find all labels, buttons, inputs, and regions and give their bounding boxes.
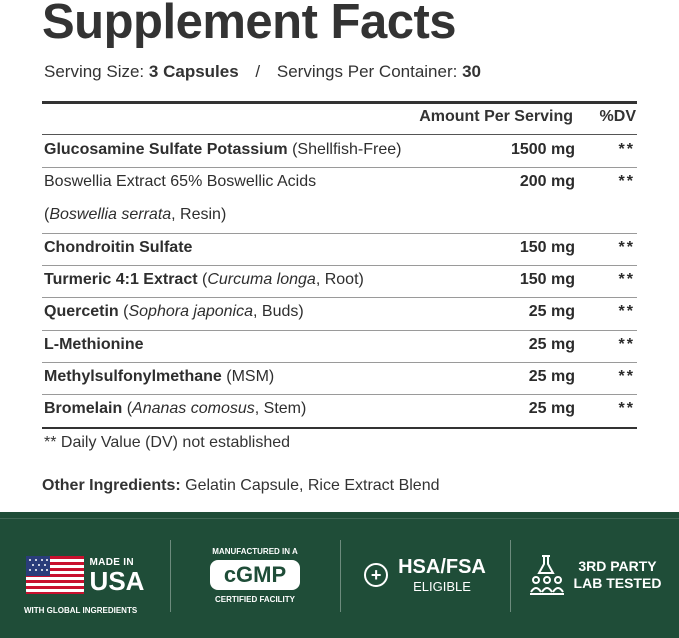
ingredient-amount: 150 mg xyxy=(519,271,575,288)
cgmp-badge: MANUFACTURED IN A cGMP CERTIFIED FACILIT… xyxy=(170,512,340,638)
ingredient-amount: 25 mg xyxy=(528,303,575,320)
row-divider xyxy=(42,297,637,298)
made-in-usa-badge: MADE IN USA WITH GLOBAL INGREDIENTS xyxy=(0,512,170,638)
ingredient-name: Methylsulfonylmethane (MSM) xyxy=(44,368,275,385)
ingredient-name: L-Methionine xyxy=(44,336,144,353)
row-divider xyxy=(42,362,637,363)
table-row: Quercetin (Sophora japonica, Buds) 25 mg… xyxy=(42,298,637,331)
servings-per-container-value: 30 xyxy=(462,62,482,81)
ingredient-dv: ** xyxy=(618,271,635,288)
dv-footnote: ** Daily Value (DV) not established xyxy=(44,434,291,451)
ingredient-amount: 25 mg xyxy=(528,336,575,353)
supplement-facts-panel: Supplement Facts Serving Size: 3 Capsule… xyxy=(42,0,637,494)
ingredient-amount: 150 mg xyxy=(519,239,575,256)
ingredient-dv: ** xyxy=(618,336,635,353)
badge-band xyxy=(0,512,679,638)
ingredient-name: Bromelain (Ananas comosus, Stem) xyxy=(44,400,307,417)
bottom-rule xyxy=(42,427,637,429)
table-row: Turmeric 4:1 Extract (Curcuma longa, Roo… xyxy=(42,266,637,298)
ingredient-dv: ** xyxy=(618,141,635,158)
ingredient-name: Quercetin (Sophora japonica, Buds) xyxy=(44,303,304,320)
badge-band-line xyxy=(0,518,679,519)
row-divider xyxy=(42,233,637,234)
badge-divider xyxy=(510,540,511,612)
made-in-label: MADE IN xyxy=(89,556,134,568)
header-dv: %DV xyxy=(599,108,636,125)
other-ingredients: Other Ingredients: Gelatin Capsule, Rice… xyxy=(42,477,440,494)
ingredient-dv: ** xyxy=(618,368,635,385)
ingredient-dv: ** xyxy=(618,303,635,320)
lab-tested-label: LAB TESTED xyxy=(573,575,662,591)
row-divider xyxy=(42,167,637,168)
serving-info: Serving Size: 3 Capsules / Servings Per … xyxy=(44,62,481,82)
hsa-fsa-text: HSA/FSA ELIGIBLE xyxy=(398,556,486,594)
ingredient-amount: 200 mg xyxy=(519,173,575,190)
cgmp-mark: cGMP xyxy=(209,559,301,590)
table-row: Boswellia Extract 65% Boswellic Acids (B… xyxy=(42,168,637,234)
ingredient-name: Chondroitin Sulfate xyxy=(44,239,193,256)
row-divider xyxy=(42,330,637,331)
badge-divider xyxy=(340,540,341,612)
row-divider xyxy=(42,394,637,395)
table-row: Chondroitin Sulfate 150 mg ** xyxy=(42,234,637,266)
serving-separator: / xyxy=(255,62,261,81)
ingredient-amount: 25 mg xyxy=(528,368,575,385)
ingredient-detail: (Boswellia serrata, Resin) xyxy=(44,206,227,223)
hsa-fsa-label: HSA/FSA xyxy=(398,556,486,578)
ingredient-dv: ** xyxy=(618,400,635,417)
plus-circle-icon: + xyxy=(364,563,389,587)
lab-team-icon xyxy=(529,555,564,595)
table-row: Methylsulfonylmethane (MSM) 25 mg ** xyxy=(42,363,637,395)
table-row: Bromelain (Ananas comosus, Stem) 25 mg *… xyxy=(42,395,637,427)
page-title: Supplement Facts xyxy=(42,0,457,49)
ingredient-amount: 1500 mg xyxy=(510,141,575,158)
header-amount-per-serving: Amount Per Serving xyxy=(419,108,573,125)
usa-label: USA xyxy=(89,565,145,596)
lab-tested-text: 3RD PARTY LAB TESTED xyxy=(574,558,662,592)
cgmp-bottom-label: CERTIFIED FACILITY xyxy=(215,594,295,604)
eligible-label: ELIGIBLE xyxy=(413,579,471,594)
cgmp-top-label: MANUFACTURED IN A xyxy=(212,546,298,556)
serving-size-value: 3 Capsules xyxy=(148,62,239,81)
made-in-usa-text: MADE IN USA xyxy=(90,557,145,594)
table-row: Glucosamine Sulfate Potassium (Shellfish… xyxy=(42,135,637,168)
serving-size-label: Serving Size: xyxy=(44,62,145,81)
us-flag-icon xyxy=(25,556,84,594)
servings-per-container-label: Servings Per Container: xyxy=(276,62,458,81)
third-party-label: 3RD PARTY xyxy=(578,558,657,574)
global-ingredients-label: WITH GLOBAL INGREDIENTS xyxy=(24,606,138,615)
header-rule xyxy=(42,134,637,135)
ingredient-dv: ** xyxy=(618,173,635,190)
lab-tested-badge: 3RD PARTY LAB TESTED xyxy=(510,512,679,638)
ingredient-name: Turmeric 4:1 Extract (Curcuma longa, Roo… xyxy=(44,271,364,288)
ingredient-name: Glucosamine Sulfate Potassium (Shellfish… xyxy=(44,141,402,158)
top-rule xyxy=(42,101,637,104)
badge-divider xyxy=(170,540,171,612)
ingredient-dv: ** xyxy=(618,239,635,256)
ingredient-name: Boswellia Extract 65% Boswellic Acids xyxy=(44,173,317,190)
ingredient-amount: 25 mg xyxy=(528,400,575,417)
table-row: L-Methionine 25 mg ** xyxy=(42,331,637,363)
row-divider xyxy=(42,265,637,266)
hsa-fsa-badge: + HSA/FSA ELIGIBLE xyxy=(340,512,510,638)
